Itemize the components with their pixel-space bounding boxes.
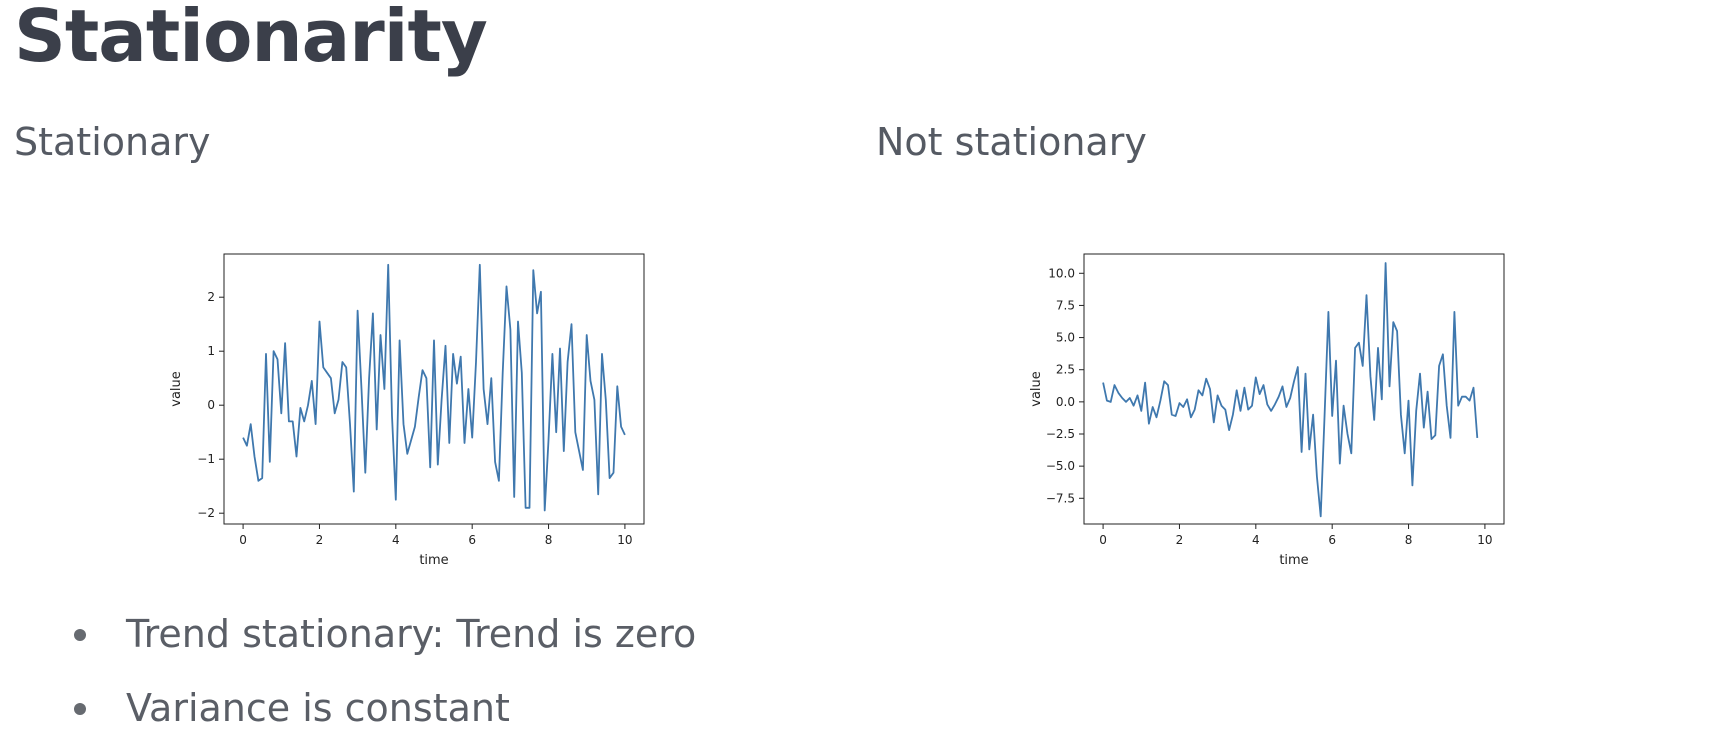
- x-axis-label: time: [1279, 553, 1308, 568]
- x-tick-label: 4: [1252, 533, 1260, 547]
- not-stationary-chart-svg: 0 2 4 6 8 10 −7.5 −5.0 −2.5 0.0 2.5 5.0 7.5 10.0 time v…: [1029, 253, 1505, 568]
- y-tick-label: 2: [207, 290, 215, 304]
- y-tick-label: −1: [197, 452, 215, 466]
- y-tick-label: 7.5: [1056, 298, 1075, 312]
- x-tick-label: 8: [1405, 533, 1413, 547]
- series-line: [1102, 262, 1479, 518]
- x-tick-label: 2: [316, 533, 324, 547]
- y-tick-label: 10.0: [1048, 266, 1075, 280]
- x-tick-label: 0: [1099, 533, 1107, 547]
- y-tick-label: 0.0: [1056, 395, 1075, 409]
- stationary-chart-svg: 0 2 4 6 8 10 −2 −1 0 1 2 time value: [169, 253, 645, 568]
- x-tick-label: 6: [468, 533, 476, 547]
- slide-title: Stationarity: [14, 0, 488, 78]
- y-tick-label: −2.5: [1046, 427, 1075, 441]
- stationary-label: Stationary: [14, 120, 211, 164]
- x-tick-label: 2: [1176, 533, 1184, 547]
- bullet-dot-icon: [74, 703, 86, 715]
- bullet-item: Trend stationary: Trend is zero: [70, 598, 696, 672]
- y-tick-label: 5.0: [1056, 331, 1075, 345]
- y-axis-label: value: [169, 371, 184, 407]
- not-stationary-label: Not stationary: [876, 120, 1147, 164]
- plot-frame: [223, 253, 645, 525]
- series-line: [242, 263, 626, 512]
- y-tick-label: 1: [207, 344, 215, 358]
- y-axis-label: value: [1029, 371, 1044, 407]
- y-tick-label: −7.5: [1046, 491, 1075, 505]
- x-tick-label: 0: [239, 533, 247, 547]
- x-tick-label: 10: [1477, 533, 1492, 547]
- bullet-text: Variance is constant: [126, 686, 510, 730]
- y-tick-label: −2: [197, 506, 215, 520]
- x-tick-label: 6: [1328, 533, 1336, 547]
- x-tick-label: 10: [617, 533, 632, 547]
- y-tick-label: −5.0: [1046, 459, 1075, 473]
- not-stationary-chart: 0 2 4 6 8 10 −7.5 −5.0 −2.5 0.0 2.5 5.0 7.5 10.0 time v…: [1020, 240, 1540, 570]
- plot-frame: [1083, 253, 1505, 525]
- bullet-text: Trend stationary: Trend is zero: [126, 612, 697, 656]
- y-tick-label: 0: [207, 398, 215, 412]
- y-tick-label: 2.5: [1056, 363, 1075, 377]
- x-tick-label: 4: [392, 533, 400, 547]
- bullet-dot-icon: [74, 629, 86, 641]
- x-axis-label: time: [419, 553, 448, 568]
- stationary-chart: 0 2 4 6 8 10 −2 −1 0 1 2 time value: [160, 240, 680, 570]
- x-tick-label: 8: [545, 533, 553, 547]
- bullet-item: Variance is constant: [70, 672, 696, 746]
- bullet-list: Trend stationary: Trend is zero Variance…: [70, 598, 696, 746]
